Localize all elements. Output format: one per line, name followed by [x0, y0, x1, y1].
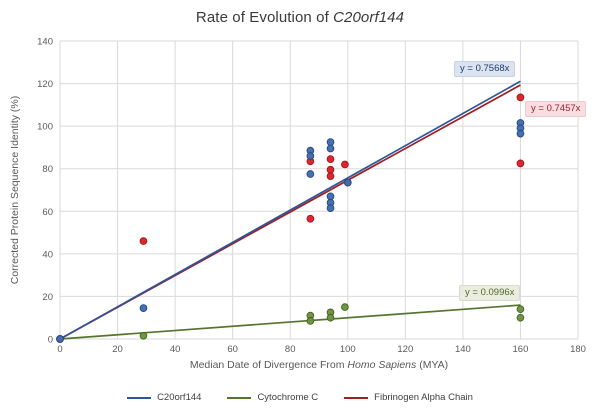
- x-tick-label: 100: [340, 344, 356, 355]
- x-tick-label: 180: [570, 344, 586, 355]
- legend-item-fibrinogen: Fibrinogen Alpha Chain: [344, 392, 473, 403]
- data-point-fibrinogen-alpha-chain: [516, 159, 525, 168]
- legend-item-c20orf144: C20orf144: [127, 392, 201, 403]
- y-tick-label: 60: [42, 207, 53, 218]
- data-point-cytochrome-c: [139, 331, 148, 340]
- x-tick-label: 140: [455, 344, 471, 355]
- data-point-cytochrome-c: [306, 317, 315, 325]
- y-axis-title: Corrected Protein Sequence Identity (%): [9, 95, 21, 285]
- chart-title-prefix: Rate of Evolution of: [195, 9, 334, 26]
- legend-swatch-fibrinogen: [344, 396, 369, 399]
- data-point-cytochrome-c: [516, 313, 525, 322]
- data-point-fibrinogen-alpha-chain: [326, 165, 335, 174]
- y-tick-label: 140: [37, 37, 53, 48]
- y-tick-label: 40: [42, 249, 53, 260]
- x-tick-label: 0: [57, 344, 62, 355]
- data-point-fibrinogen-alpha-chain: [306, 214, 315, 223]
- y-tick-label: 120: [37, 79, 53, 90]
- data-point-c20orf144: [326, 144, 335, 153]
- x-axis-title-prefix: Median Date of Divergence From: [189, 359, 348, 371]
- trendline-label-cytochrome-c: y = 0.0996x: [459, 285, 521, 301]
- legend-swatch-c20orf144: [127, 396, 152, 399]
- legend-swatch-cytochrome-c: [227, 396, 252, 399]
- x-tick-label: 80: [285, 344, 296, 355]
- data-point-c20orf144: [516, 129, 525, 138]
- trendline-label-fibrinogen: y = 0.7457x: [525, 101, 587, 117]
- y-tick-label: 0: [48, 335, 53, 346]
- x-tick-label: 60: [227, 344, 238, 355]
- data-point-c20orf144: [139, 304, 148, 312]
- trendline-label-c20orf144: y = 0.7568x: [454, 61, 516, 77]
- x-tick-label: 120: [397, 344, 413, 355]
- x-tick-label: 20: [112, 344, 123, 355]
- x-tick-label: 40: [170, 344, 181, 355]
- data-point-fibrinogen-alpha-chain: [139, 237, 148, 245]
- data-point-c20orf144: [306, 170, 315, 178]
- x-tick-label: 160: [513, 344, 529, 355]
- data-point-c20orf144: [343, 178, 352, 187]
- y-tick-label: 80: [42, 164, 53, 175]
- data-point-fibrinogen-alpha-chain: [341, 160, 349, 169]
- data-point-c20orf144: [306, 152, 315, 160]
- chart-title-gene: C20orf144: [333, 9, 405, 26]
- data-point-fibrinogen-alpha-chain: [326, 155, 335, 163]
- data-point-c20orf144: [326, 204, 335, 212]
- legend-item-cytochrome-c: Cytochrome C: [227, 392, 318, 403]
- x-axis-title-suffix: (MYA): [416, 359, 449, 371]
- data-point-c20orf144: [326, 192, 335, 201]
- x-axis-title: Median Date of Divergence From Homo Sapi…: [60, 359, 578, 371]
- data-point-cytochrome-c: [516, 305, 525, 314]
- data-point-c20orf144: [56, 335, 64, 343]
- data-point-c20orf144: [326, 138, 335, 146]
- trendline-cytochrome-c: [59, 304, 521, 340]
- trendline-c20orf144: [59, 80, 521, 340]
- data-point-cytochrome-c: [341, 303, 349, 311]
- legend-label-c20orf144: C20orf144: [157, 392, 202, 403]
- chart-title: Rate of Evolution of C20orf144: [0, 9, 600, 26]
- data-point-fibrinogen-alpha-chain: [516, 93, 525, 102]
- y-tick-label: 20: [42, 292, 53, 303]
- data-point-cytochrome-c: [326, 313, 335, 322]
- legend: C20orf144 Cytochrome C Fibrinogen Alpha …: [0, 392, 600, 403]
- data-point-fibrinogen-alpha-chain: [326, 172, 335, 181]
- legend-label-fibrinogen: Fibrinogen Alpha Chain: [374, 392, 473, 403]
- y-tick-label: 100: [37, 122, 53, 133]
- x-axis-title-species: Homo Sapiens: [347, 359, 417, 371]
- legend-label-cytochrome-c: Cytochrome C: [257, 392, 319, 403]
